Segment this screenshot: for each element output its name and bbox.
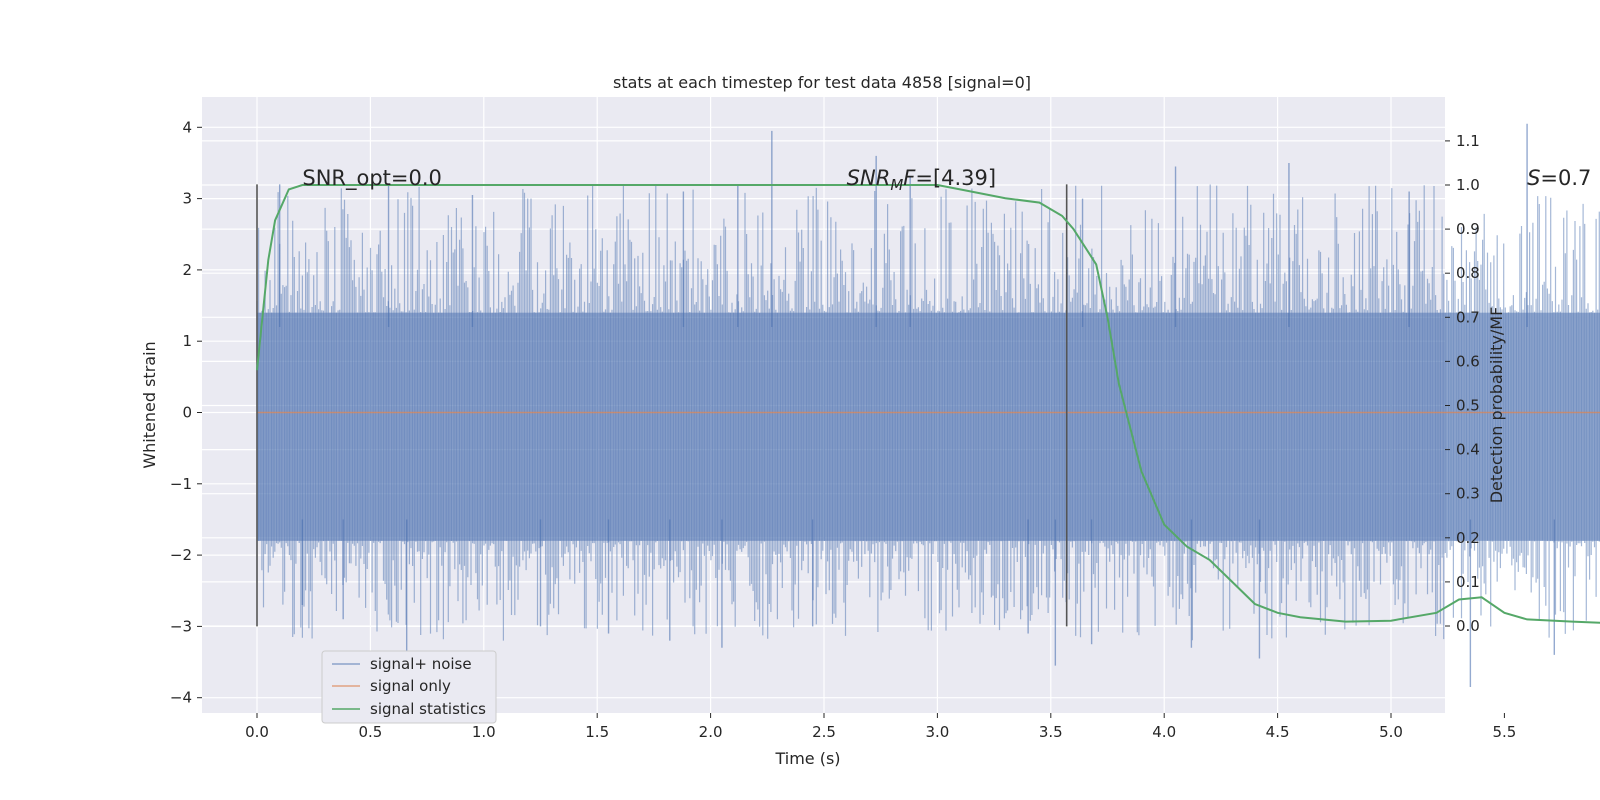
legend-label-statistics: signal statistics	[370, 700, 486, 718]
y2-tick: 0.4	[1445, 441, 1480, 459]
y-tick: 0	[182, 404, 202, 422]
y-axis-left: 4 3 2 1 0 −1 −2 −3 −4	[170, 118, 202, 707]
y2-tick: 0.3	[1445, 485, 1480, 503]
y-tick: −2	[170, 546, 202, 564]
x-tick-label: 5.0	[1379, 723, 1403, 741]
statistics-series	[256, 184, 1600, 624]
y2-tick: 0.6	[1445, 352, 1480, 370]
y-tick: −4	[170, 689, 202, 707]
y2-tick-label: 0.6	[1456, 352, 1480, 370]
y-tick: 2	[182, 261, 202, 279]
y2-tick-label: 0.7	[1456, 308, 1480, 326]
annotation-snr-opt: SNR_opt=0.0	[302, 166, 442, 191]
x-axis: 0.00.51.01.52.02.53.03.54.04.55.05.56.06…	[245, 713, 1516, 741]
legend-label-signal-only: signal only	[370, 677, 451, 695]
y2-axis-label: Detection probability/MF	[1487, 307, 1506, 504]
y2-tick-label: 0.8	[1456, 264, 1480, 282]
x-tick-label: 2.5	[812, 723, 836, 741]
x-tick-label: 1.0	[472, 723, 496, 741]
y-axis-label: Whitened strain	[140, 341, 159, 468]
y-tick-label: 4	[182, 118, 192, 136]
y2-tick: 0.0	[1445, 617, 1480, 635]
y2-tick: 0.9	[1445, 220, 1480, 238]
y-tick-label: 3	[182, 190, 192, 208]
legend-frame	[321, 650, 497, 724]
x-tick: 0.0	[245, 713, 269, 741]
x-tick: 3.0	[925, 713, 949, 741]
x-tick: 3.5	[1039, 713, 1063, 741]
y2-tick: 0.7	[1445, 308, 1480, 326]
noise-series	[256, 123, 1600, 688]
y2-tick: 0.5	[1445, 397, 1480, 415]
y-tick-label: −3	[170, 617, 192, 635]
legend-label-noise: signal+ noise	[370, 655, 472, 673]
y2-tick: 1.0	[1445, 176, 1480, 194]
x-tick: 4.5	[1266, 713, 1290, 741]
x-tick-label: 4.0	[1152, 723, 1176, 741]
y2-tick-label: 0.0	[1456, 617, 1480, 635]
annotation-snr-mf: SNRMF=[4.39]	[847, 166, 996, 194]
annotation-s-stat: S=0.7	[1527, 166, 1591, 190]
x-tick: 5.5	[1492, 713, 1516, 741]
chart-title: stats at each timestep for test data 485…	[613, 73, 1031, 92]
y2-tick: 0.8	[1445, 264, 1480, 282]
y2-tick-label: 1.0	[1456, 176, 1480, 194]
vertical-markers	[256, 184, 1068, 627]
y-tick: 1	[182, 332, 202, 350]
x-tick-label: 5.5	[1492, 723, 1516, 741]
legend: signal+ noise signal only signal statist…	[321, 650, 497, 724]
x-tick: 2.5	[812, 713, 836, 741]
y-tick-label: 0	[182, 404, 192, 422]
y-tick-label: −1	[170, 475, 192, 493]
y-tick: 3	[182, 190, 202, 208]
statistics-line	[256, 184, 1600, 624]
y-tick: −1	[170, 475, 202, 493]
y2-tick: 0.2	[1445, 529, 1480, 547]
y2-tick: 0.1	[1445, 573, 1480, 591]
y-tick: −3	[170, 617, 202, 635]
x-tick-label: 0.5	[358, 723, 382, 741]
x-tick: 5.0	[1379, 713, 1403, 741]
y-tick-label: 2	[182, 261, 192, 279]
y2-tick-label: 0.5	[1456, 397, 1480, 415]
y2-tick-label: 1.1	[1456, 132, 1480, 150]
x-tick-label: 3.5	[1039, 723, 1063, 741]
x-axis-label: Time (s)	[774, 749, 840, 768]
y-tick-label: 1	[182, 332, 192, 350]
y2-tick-label: 0.9	[1456, 220, 1480, 238]
x-tick-label: 0.0	[245, 723, 269, 741]
x-tick-label: 4.5	[1266, 723, 1290, 741]
x-tick-label: 1.5	[585, 723, 609, 741]
y-tick-label: −2	[170, 546, 192, 564]
y2-tick-label: 0.2	[1456, 529, 1480, 547]
y-axis-right: 1.1 1.0 0.9 0.8 0.7 0.6 0.5 0.4 0.3 0.2 0.1 0.0	[1445, 132, 1480, 635]
x-tick: 1.5	[585, 713, 609, 741]
y2-tick-label: 0.4	[1456, 441, 1480, 459]
x-tick-label: 2.0	[699, 723, 723, 741]
x-tick: 2.0	[699, 713, 723, 741]
y2-tick-label: 0.1	[1456, 573, 1480, 591]
y-tick-label: −4	[170, 689, 192, 707]
x-tick-label: 3.0	[925, 723, 949, 741]
y-tick: 4	[182, 118, 202, 136]
x-tick: 4.0	[1152, 713, 1176, 741]
y2-tick: 1.1	[1445, 132, 1480, 150]
y2-tick-label: 0.3	[1456, 485, 1480, 503]
